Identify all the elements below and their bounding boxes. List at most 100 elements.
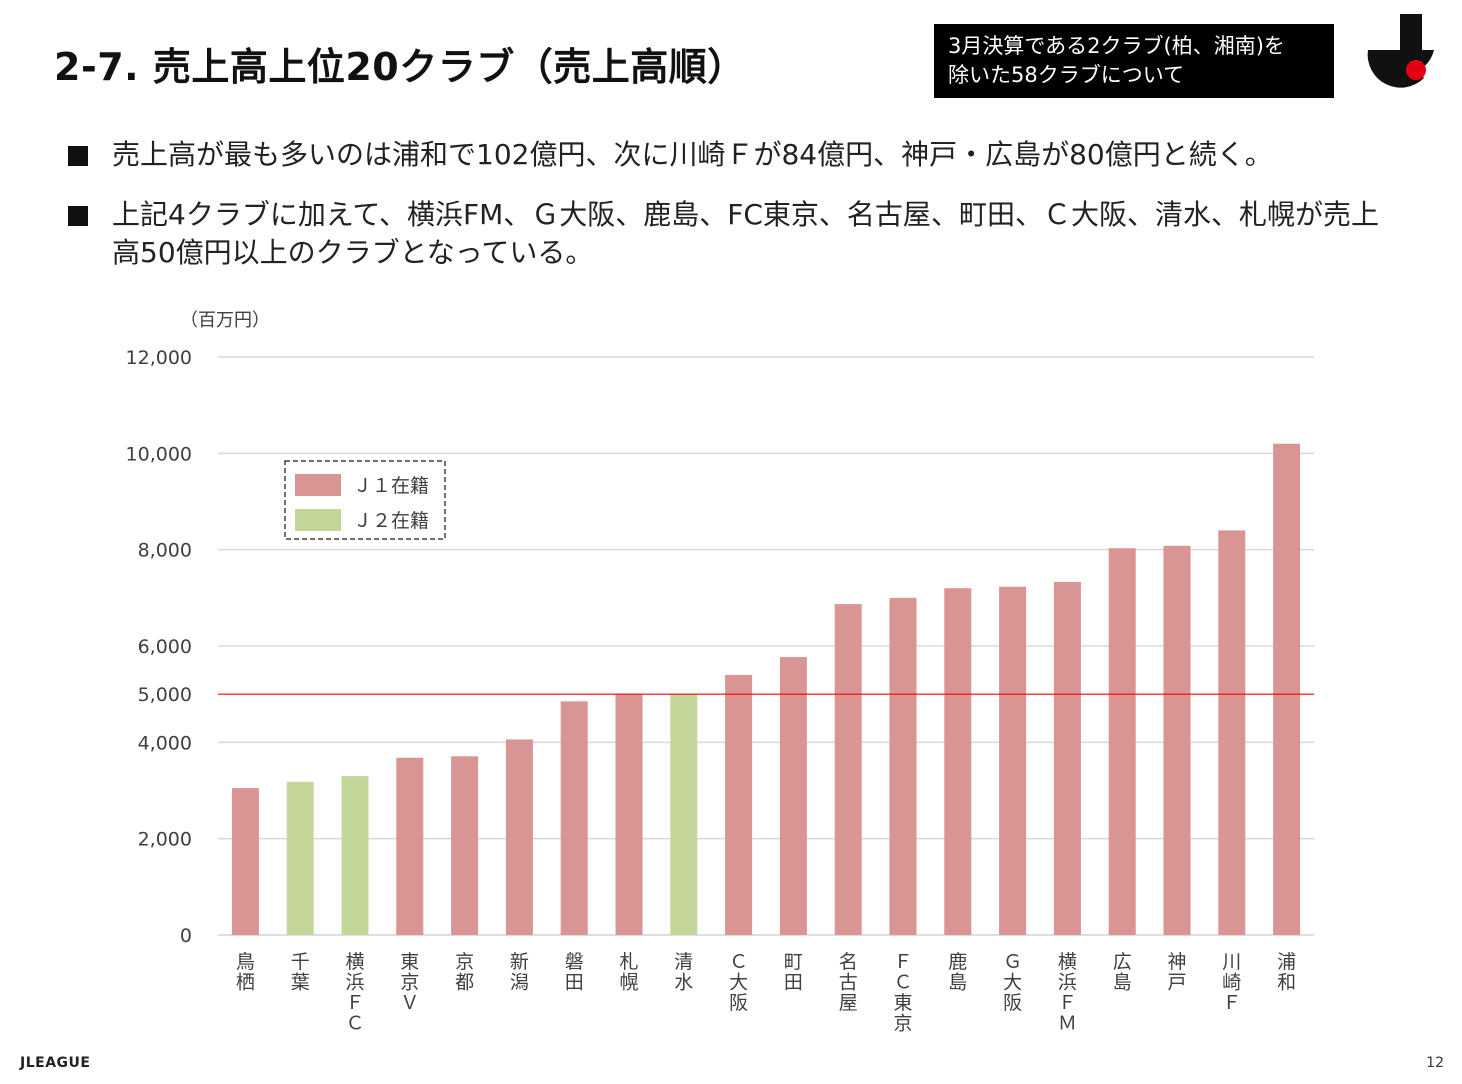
x-tick-label-char: Ｃ xyxy=(729,951,748,973)
y-tick-label: 0 xyxy=(180,925,192,947)
bar xyxy=(1218,530,1246,935)
y-tick-label: 6,000 xyxy=(138,636,192,658)
x-tick-label-char: 幌 xyxy=(619,972,638,994)
x-tick-label-char: Ｃ xyxy=(893,972,912,994)
note-line-1: 3月決算である2クラブ(柏、湘南)を xyxy=(948,34,1285,58)
x-tick-label-char: 崎 xyxy=(1222,972,1241,994)
y-tick-label: 4,000 xyxy=(138,732,192,754)
x-tick-label-char: 東 xyxy=(400,951,419,973)
x-tick-label-char: 札 xyxy=(619,951,638,973)
bar xyxy=(999,586,1027,935)
x-tick-label-char: 東 xyxy=(893,992,912,1014)
bullet-mark xyxy=(68,206,88,226)
x-tick-label-char: 戸 xyxy=(1167,972,1186,994)
bar xyxy=(1273,443,1301,935)
bar xyxy=(286,781,314,935)
note-box: 3月決算である2クラブ(柏、湘南)を 除いた58クラブについて xyxy=(934,24,1334,98)
x-tick-label-char: 田 xyxy=(565,972,584,994)
bullet-item: 売上高が最も多いのは浦和で102億円、次に川崎Ｆが84億円、神戸・広島が80億円… xyxy=(68,136,1408,174)
x-tick-label-char: 鳥 xyxy=(236,951,255,973)
bar xyxy=(725,674,753,935)
page-title: 2-7. 売上高上位20クラブ（売上高順） xyxy=(54,45,746,89)
bar xyxy=(341,776,369,935)
y-axis-ticks: 0 2,000 4,000 5,000 6,000 8,000 10,000 12,000 xyxy=(126,347,192,947)
x-tick-label-char: 京 xyxy=(455,951,474,973)
bar xyxy=(505,739,533,935)
bar xyxy=(670,694,698,935)
legend: Ｊ１在籍 Ｊ２在籍 xyxy=(284,460,446,540)
footer-brand-logo: JLEAGUE xyxy=(20,1055,91,1071)
x-tick-label-char: Ｖ xyxy=(400,992,419,1014)
bar xyxy=(1053,581,1081,935)
legend-label-j2: Ｊ２在籍 xyxy=(353,510,429,532)
x-tick-label-char: 潟 xyxy=(510,972,529,994)
page-number: 12 xyxy=(1426,1055,1444,1071)
bar xyxy=(451,756,479,935)
x-tick-label-char: 千 xyxy=(291,951,310,973)
legend-label-j1: Ｊ１在籍 xyxy=(353,475,429,497)
x-tick-label-char: 京 xyxy=(893,1013,912,1035)
x-tick-label-char: Ｆ xyxy=(1058,992,1077,1014)
x-tick-label-char: 磐 xyxy=(565,951,584,973)
note-line-2: 除いた58クラブについて xyxy=(948,63,1185,87)
y-tick-label: 12,000 xyxy=(126,347,192,369)
x-axis-labels: 鳥栖千葉横浜ＦＣ東京Ｖ京都新潟磐田札幌清水Ｃ大阪町田名古屋ＦＣ東京鹿島Ｇ大阪横浜… xyxy=(236,951,1296,1035)
x-tick-label-char: 京 xyxy=(400,972,419,994)
x-tick-label-char: 島 xyxy=(948,972,967,994)
x-tick-label-char: 栖 xyxy=(236,972,255,994)
bars xyxy=(231,443,1301,935)
x-tick-label-char: 浜 xyxy=(1058,972,1077,994)
x-tick-label-char: 古 xyxy=(839,972,858,994)
bullet-list: 売上高が最も多いのは浦和で102億円、次に川崎Ｆが84億円、神戸・広島が80億円… xyxy=(68,136,1408,294)
x-tick-label-char: Ｍ xyxy=(1058,1013,1077,1035)
bullet-mark xyxy=(68,146,88,166)
x-tick-label-char: 新 xyxy=(510,951,529,973)
x-tick-label-char: 神 xyxy=(1167,951,1186,973)
bar xyxy=(1108,548,1136,935)
bullet-text: 売上高が最も多いのは浦和で102億円、次に川崎Ｆが84億円、神戸・広島が80億円… xyxy=(112,138,1273,171)
x-tick-label-char: 大 xyxy=(729,972,748,994)
bar xyxy=(560,701,588,935)
x-tick-label-char: 町 xyxy=(784,951,803,973)
bar xyxy=(396,757,424,935)
y-axis-unit-label: （百万円） xyxy=(180,310,270,331)
x-tick-label-char: 横 xyxy=(345,951,364,973)
x-tick-label-char: 川 xyxy=(1222,951,1241,973)
bar xyxy=(834,604,862,935)
x-tick-label-char: 浦 xyxy=(1277,951,1296,973)
x-tick-label-char: 名 xyxy=(839,951,858,973)
y-tick-label: 5,000 xyxy=(138,684,192,706)
legend-swatch-j1 xyxy=(295,474,341,496)
x-tick-label-char: 島 xyxy=(1113,972,1132,994)
gridlines xyxy=(218,356,1314,936)
x-tick-label-char: 田 xyxy=(784,972,803,994)
y-tick-label: 8,000 xyxy=(138,540,192,562)
x-tick-label-char: 浜 xyxy=(345,972,364,994)
x-tick-label-char: 大 xyxy=(1003,972,1022,994)
x-tick-label-char: 阪 xyxy=(1003,992,1022,1014)
bullet-text: 上記4クラブに加えて、横浜FM、Ｇ大阪、鹿島、FC東京、名古屋、町田、Ｃ大阪、清… xyxy=(112,198,1379,269)
x-tick-label-char: Ｃ xyxy=(345,1013,364,1035)
x-tick-label-char: Ｇ xyxy=(1003,951,1022,973)
x-tick-label-char: 横 xyxy=(1058,951,1077,973)
bar xyxy=(1163,545,1191,935)
bar xyxy=(231,788,259,935)
jleague-logo-icon xyxy=(1367,14,1434,88)
x-tick-label-char: 和 xyxy=(1277,972,1296,994)
x-tick-label-char: 水 xyxy=(674,972,693,994)
bar xyxy=(889,597,917,935)
legend-swatch-j2 xyxy=(295,509,341,531)
x-tick-label-char: Ｆ xyxy=(1222,992,1241,1014)
x-tick-label-char: 阪 xyxy=(729,992,748,1014)
x-tick-label-char: Ｆ xyxy=(893,951,912,973)
legend-border xyxy=(284,460,446,540)
bar xyxy=(944,588,972,935)
x-tick-label-char: 都 xyxy=(455,972,474,994)
x-tick-label-char: 広 xyxy=(1113,951,1132,973)
bar xyxy=(615,694,643,935)
y-tick-label: 2,000 xyxy=(138,829,192,851)
y-tick-label: 10,000 xyxy=(126,443,192,465)
x-tick-label-char: 屋 xyxy=(839,992,858,1014)
x-tick-label-char: Ｆ xyxy=(345,992,364,1014)
